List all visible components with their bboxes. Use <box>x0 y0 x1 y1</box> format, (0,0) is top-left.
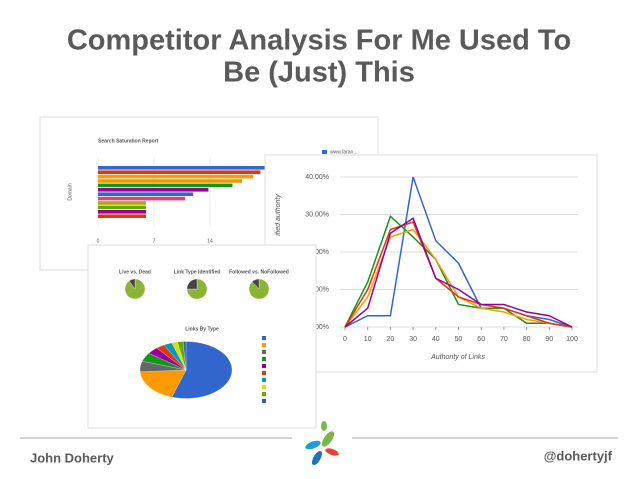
x-tick-label: 10 <box>364 336 372 343</box>
y-axis-label: ified authority <box>275 194 282 236</box>
legend-swatch <box>262 399 266 403</box>
chart-title: Links By Type <box>185 326 219 332</box>
pie <box>139 341 233 399</box>
x-tick-label: 20 <box>387 336 395 343</box>
line-screenshot: 0.00% 10.00% 20.00% 30.00% 40.00% 0 10 20 30 40 50… <box>264 154 598 373</box>
legend-swatch <box>262 364 266 368</box>
series-line <box>344 215 573 328</box>
legend-swatch <box>262 350 266 354</box>
x-tick-label: 50 <box>455 336 463 343</box>
footer-author: John Doherty <box>30 450 115 465</box>
legend-swatch <box>262 392 266 396</box>
bar <box>98 166 274 170</box>
legend-swatch <box>262 371 266 375</box>
bar <box>98 214 146 218</box>
bar <box>98 170 261 174</box>
x-tick-label: 100 <box>566 336 578 343</box>
legend-swatch <box>262 385 266 389</box>
chart-title: Search Saturation Report <box>98 138 159 144</box>
bar <box>98 205 146 210</box>
bar <box>98 183 233 188</box>
x-tick-label: 60 <box>477 336 485 343</box>
y-tick-label: 0.00% <box>309 324 329 331</box>
legend-swatch <box>262 336 266 340</box>
bar <box>98 174 254 179</box>
legend-swatch <box>262 357 266 361</box>
legend-swatch <box>322 150 327 154</box>
pie-slice <box>128 278 136 290</box>
gauge-title: Link Type Identified <box>174 269 221 275</box>
bar <box>98 210 146 214</box>
x-tick-label: 30 <box>409 336 417 343</box>
bar <box>98 192 194 196</box>
logo <box>305 421 339 466</box>
bar <box>98 201 146 205</box>
gauge-title: Live vs. Dead <box>119 269 151 275</box>
x-tick-label: 7 <box>153 238 156 244</box>
pie-slice <box>171 341 233 399</box>
x-tick-label: 80 <box>523 336 531 343</box>
x-tick-label: 14 <box>207 238 213 244</box>
pie-screenshot: Live vs. Dead Link Type Identified Followe… <box>87 244 317 429</box>
y-axis-label: Domain <box>67 183 73 200</box>
y-tick-label: 20.00% <box>305 249 329 256</box>
legend-label: www.faran... <box>330 149 358 155</box>
pie-slice <box>182 341 187 371</box>
pie-slice <box>251 278 260 290</box>
x-tick-label: 0 <box>343 336 347 343</box>
series-line <box>344 221 573 328</box>
bar <box>98 179 242 183</box>
bar <box>98 196 186 201</box>
x-axis-label: Authority of Links <box>430 354 485 361</box>
slide-title: Be (Just) This <box>223 57 415 89</box>
y-tick-label: 10.00% <box>305 286 329 293</box>
series-line <box>344 217 573 328</box>
slide-title: Competitor Analysis For Me Used To <box>67 25 571 57</box>
x-tick-label: 0 <box>97 238 100 244</box>
panel <box>87 244 317 429</box>
y-tick-label: 40.00% <box>305 174 329 181</box>
x-tick-label: 40 <box>432 336 440 343</box>
bar <box>98 188 209 192</box>
footer-handle: @dohertyjf <box>544 448 613 463</box>
y-tick-label: 30.00% <box>305 211 329 218</box>
pie-slice <box>139 369 187 398</box>
x-tick-label: 70 <box>500 336 508 343</box>
series-line <box>344 176 573 328</box>
x-tick-label: 90 <box>545 336 553 343</box>
gauge-title: Followed vs. NoFollowed <box>229 269 289 275</box>
pie-slice <box>186 278 198 290</box>
legend-swatch <box>262 343 266 347</box>
legend-swatch <box>262 378 266 382</box>
